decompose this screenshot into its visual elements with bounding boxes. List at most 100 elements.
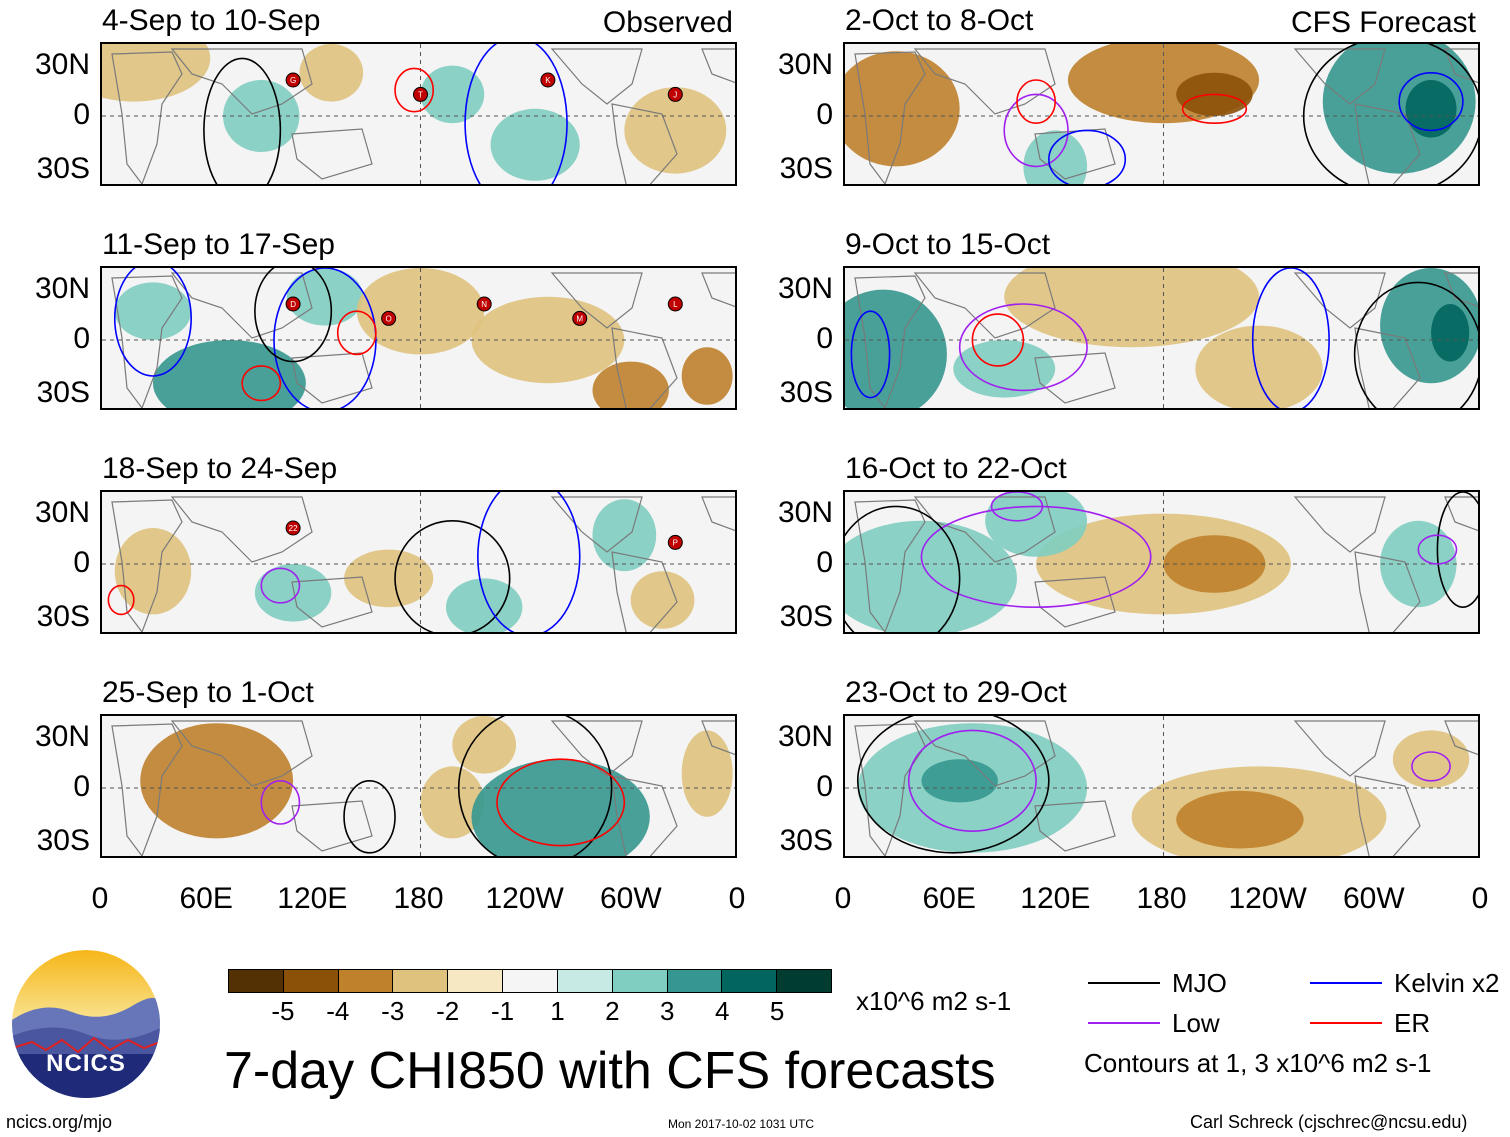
storm-label: O [386,314,392,323]
field-svg [102,716,735,856]
colorbar [228,969,832,993]
wave-contour [920,505,1152,609]
lon-tick-label: 0 [91,882,109,915]
coastline [291,576,373,628]
panel-title: 23-Oct to 29-Oct [845,676,1067,709]
coastline [1444,48,1478,84]
storm-marker: L [667,296,683,312]
storm-label: D [290,300,296,309]
lat-tick-label: 30S [36,600,90,633]
lon-tick-label: 120W [485,882,564,915]
lat-tick-label: 30S [36,824,90,857]
storm-marker: T [413,86,428,102]
wave-contour [1181,93,1248,125]
coastline [611,103,678,184]
lat-tick-label: 30S [779,600,833,633]
legend-line [1088,1022,1160,1024]
field-svg [845,268,1478,408]
coastline [1354,103,1421,184]
wave-contour [457,716,613,856]
lat-tick-label: 0 [816,322,833,355]
anomaly-region [1431,304,1470,362]
wave-contour [1417,534,1458,565]
wave-contour [394,520,511,632]
storm-label: P [673,538,678,547]
lat-tick-label: 30N [777,272,833,305]
colorbar-swatch [448,970,504,992]
coastline [170,496,313,563]
colorbar-tick-label: -1 [490,996,515,1026]
coastline [701,496,735,532]
wave-contour [850,310,891,399]
lat-tick-label: 30N [34,496,90,529]
wave-contour [1353,281,1478,408]
lon-tick-label: 0 [1471,882,1489,915]
coastline [1444,272,1478,308]
lat-tick-label: 30N [777,720,833,753]
legend-label: Low [1172,1008,1220,1038]
footer-timestamp: Mon 2017-10-02 1031 UTC [668,1117,815,1131]
wave-contour [1016,79,1057,125]
wave-contour [958,303,1088,392]
lat-tick-label: 0 [73,546,90,579]
legend-line [1310,982,1382,984]
lat-tick-label: 0 [73,770,90,803]
anomaly-region [592,499,657,572]
coastline [170,720,313,787]
coastline [913,496,1056,563]
anomaly-region [344,549,434,608]
coastline [1034,576,1116,628]
coastline [1034,128,1116,180]
map-panel: 22 P [100,490,737,634]
field-svg: G T K J [102,44,735,184]
anomaly-region [1392,730,1470,788]
map-panel [843,714,1480,858]
forecast-label: CFS Forecast [1290,6,1476,39]
anomaly-region [681,347,733,405]
footer-url[interactable]: ncics.org/mjo [6,1112,113,1132]
wave-contour [260,567,301,604]
wave-contour [1003,93,1069,168]
storm-label: G [290,76,296,85]
anomaly-region [592,361,669,408]
coastline [111,51,183,184]
anomaly-region [845,289,947,408]
anomaly-region [420,65,485,124]
colorbar-tick-label: -5 [271,996,295,1026]
legend-label: MJO [1172,968,1227,998]
coastline [550,720,643,777]
wave-contour [496,758,626,847]
storm-label: 22 [289,524,298,533]
coastline [1444,720,1478,756]
coastline [170,48,313,115]
anomaly-region [420,766,485,839]
storm-marker: P [667,534,683,550]
wave-contour [254,268,333,363]
anomaly-region [452,716,517,774]
wave-contour [107,584,135,616]
lat-tick-label: 30S [36,152,90,185]
legend-line [1310,1022,1382,1024]
lat-tick-label: 30N [777,48,833,81]
map-panel: D O N M L [100,266,737,410]
lat-tick-label: 0 [816,98,833,131]
wave-contour [1251,268,1330,408]
anomaly-region [1405,80,1457,138]
colorbar-tick-label: 4 [714,996,730,1026]
coastline [1354,327,1421,408]
wave-contour [336,310,377,356]
map-panel: G T K J [100,42,737,186]
coastline [550,48,643,105]
map-panel [843,42,1480,186]
coastline [111,723,183,856]
anomaly-region [254,564,332,622]
coastline [1293,720,1386,777]
colorbar-swatch [503,970,558,992]
field-svg [845,492,1478,632]
coastline [170,272,313,339]
colorbar-swatch [667,970,723,992]
coastline [611,775,678,856]
anomaly-region [445,578,523,632]
wave-contour [1411,751,1451,782]
wave-contour [990,492,1044,522]
